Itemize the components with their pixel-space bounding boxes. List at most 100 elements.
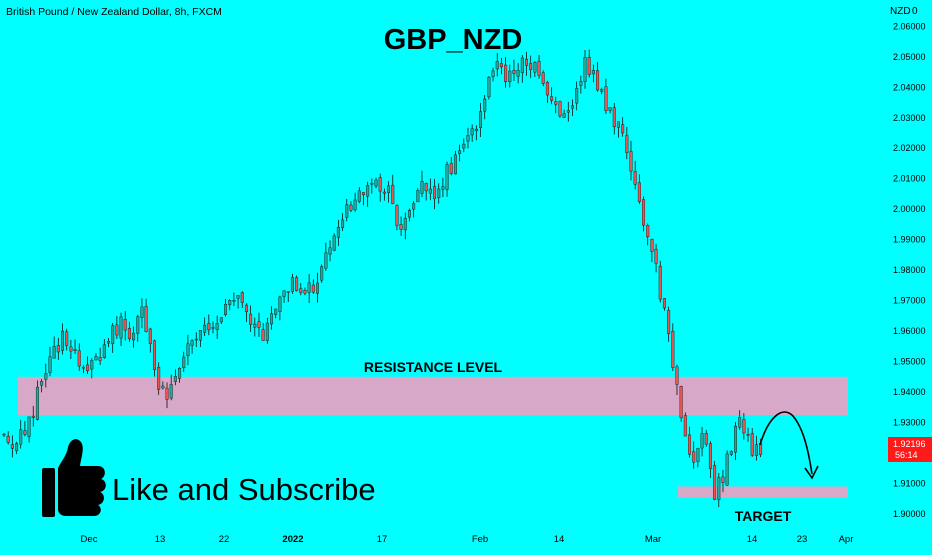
candle-body <box>332 235 336 251</box>
candle-body <box>357 190 361 202</box>
candle-body <box>265 322 269 341</box>
candle-body <box>303 290 307 294</box>
candle-body <box>178 368 182 379</box>
candle-body <box>123 318 127 331</box>
candle-body <box>399 224 403 230</box>
candle-body <box>579 81 583 86</box>
last-price-value: 1.92196 <box>893 439 926 449</box>
candle-body <box>537 61 541 76</box>
candle-body <box>449 163 453 174</box>
candle-body <box>566 110 570 113</box>
price-tick-label: 2.03000 <box>893 113 926 123</box>
candle-body <box>190 340 194 346</box>
candle-body <box>529 63 533 70</box>
chart-title: GBP_NZD <box>384 24 523 56</box>
candle-body <box>717 477 721 501</box>
price-tick-label: 1.90000 <box>893 509 926 519</box>
candle-body <box>270 313 274 325</box>
candle-body <box>295 277 299 291</box>
candle-body <box>558 101 562 117</box>
candle-body <box>734 425 738 453</box>
candle-body <box>48 356 52 373</box>
candle-body <box>299 288 303 293</box>
price-tick-label: 1.96000 <box>893 326 926 336</box>
candle-body <box>729 451 733 455</box>
candle-body <box>186 343 190 356</box>
candle-body <box>115 324 119 336</box>
last-price-tag: 1.92196 56:14 <box>888 437 932 462</box>
candle-body <box>144 306 148 332</box>
candle-body <box>374 179 378 187</box>
candle-body <box>257 321 261 328</box>
candle-body <box>361 192 365 195</box>
candle-body <box>69 346 73 352</box>
candle-body <box>462 143 466 149</box>
candle-body <box>667 310 671 334</box>
candle-body <box>249 313 253 325</box>
candle-body <box>754 444 758 456</box>
candle-body <box>240 292 244 303</box>
candle-body <box>688 434 692 455</box>
candle-body <box>278 296 282 312</box>
candle-body <box>596 70 600 91</box>
candle-body <box>416 190 420 203</box>
candle-body <box>19 429 23 445</box>
candle-body <box>382 191 386 194</box>
candle-body <box>345 204 349 218</box>
candle-body <box>742 419 746 434</box>
candle-body <box>696 448 700 462</box>
candle-body <box>708 443 712 469</box>
candle-body <box>261 329 265 341</box>
currency-marker: 0 <box>912 6 918 17</box>
candle-body <box>721 476 725 483</box>
candle-body <box>316 282 320 294</box>
candle-body <box>671 331 675 368</box>
candle-body <box>40 381 44 386</box>
candle-body <box>198 330 202 341</box>
like-subscribe-text: Like and Subscribe <box>112 472 376 507</box>
candles-group <box>2 49 763 508</box>
candle-body <box>341 219 345 228</box>
candle-body <box>157 366 161 390</box>
time-tick-label: 23 <box>797 534 808 545</box>
time-tick-label: 17 <box>377 534 388 545</box>
time-tick-label: Feb <box>472 534 488 545</box>
thumbs-up-icon[interactable] <box>42 439 106 517</box>
candle-body <box>119 316 123 339</box>
candle-body <box>591 70 595 75</box>
candle-body <box>604 86 608 111</box>
candle-body <box>646 225 650 237</box>
time-scale[interactable]: Dec 13 22 2022 17 Feb 14 Mar 14 23 Apr <box>81 534 854 545</box>
candle-body <box>378 177 382 192</box>
candle-body <box>750 433 754 456</box>
price-tick-label: 1.94000 <box>893 387 926 397</box>
resistance-label: RESISTANCE LEVEL <box>364 359 503 375</box>
candle-body <box>94 356 98 361</box>
candle-body <box>583 57 587 82</box>
price-tick-label: 1.91000 <box>893 478 926 488</box>
candle-body <box>424 183 428 192</box>
candle-body <box>541 72 545 84</box>
candle-body <box>437 188 441 199</box>
candle-body <box>433 186 437 199</box>
candle-body <box>491 70 495 77</box>
price-scale[interactable]: 2.06000 2.05000 2.04000 2.03000 2.02000 2.010… <box>893 21 926 518</box>
bar-countdown: 56:14 <box>895 450 918 460</box>
candle-body <box>545 82 549 96</box>
candle-body <box>675 366 679 385</box>
symbol-info: British Pound / New Zealand Dollar, 8h, … <box>6 6 222 18</box>
candle-body <box>403 218 407 231</box>
candle-body <box>692 451 696 463</box>
candle-body <box>324 252 328 269</box>
candle-body <box>570 105 574 109</box>
candle-body <box>182 356 186 369</box>
candle-body <box>575 87 579 104</box>
candle-body <box>407 210 411 218</box>
candle-body <box>224 303 228 315</box>
time-tick-label: 14 <box>554 534 565 545</box>
candle-body <box>474 128 478 132</box>
candle-body <box>127 328 131 339</box>
candle-body <box>458 150 462 154</box>
candle-body <box>370 182 374 185</box>
